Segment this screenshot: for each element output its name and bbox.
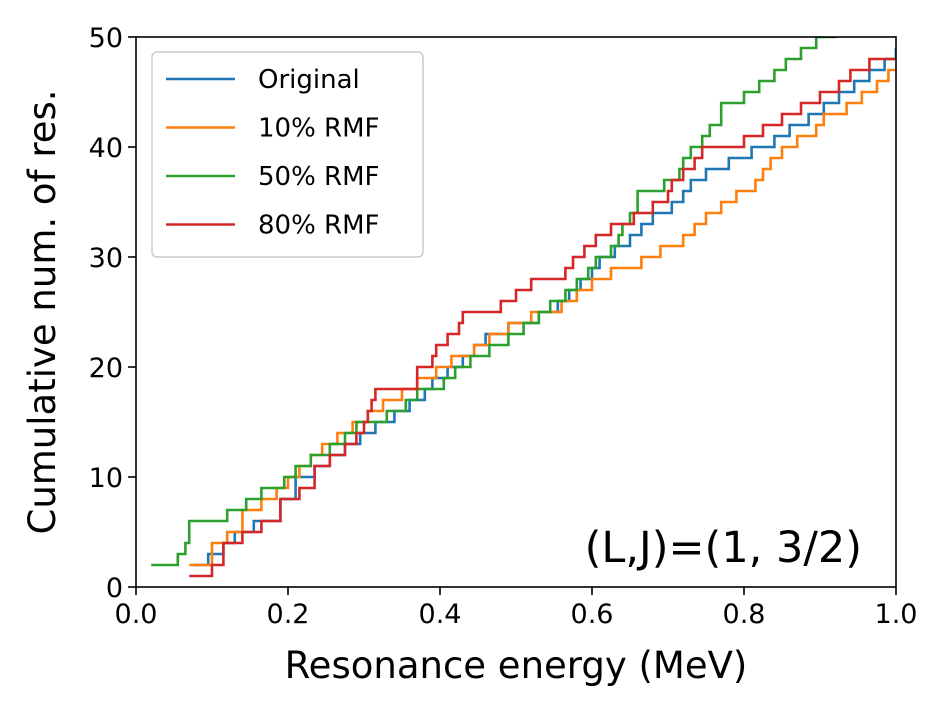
- x-axis: 0.0 0.2 0.4 0.6 0.8 1.0: [115, 587, 918, 630]
- legend-label: 50% RMF: [258, 162, 380, 192]
- y-tick-label: 10: [89, 463, 123, 494]
- y-tick-label: 0: [106, 573, 123, 604]
- y-tick-label: 30: [89, 243, 123, 274]
- legend: Original 10% RMF 50% RMF 80% RMF: [151, 51, 424, 258]
- series-line-3: [151, 37, 837, 567]
- y-tick-label: 20: [89, 353, 123, 384]
- y-tick-label: 50: [89, 23, 123, 54]
- y-axis-label: Cumulative num. of res.: [21, 89, 64, 534]
- y-tick-label: 40: [89, 133, 123, 164]
- x-tick-label: 0.4: [419, 599, 462, 630]
- legend-label: Original: [258, 65, 360, 95]
- x-tick-label: 1.0: [875, 599, 918, 630]
- series-line-4: [189, 57, 896, 578]
- legend-label: 80% RMF: [258, 211, 380, 241]
- x-tick-label: 0.8: [723, 599, 766, 630]
- x-axis-label: Resonance energy (MeV): [285, 644, 748, 687]
- y-axis: 0 10 20 30 40 50: [89, 23, 136, 604]
- plot-frame: [135, 36, 897, 588]
- series-layer: [151, 37, 896, 578]
- x-tick-label: 0.0: [115, 599, 158, 630]
- annotation-lj: (L,J)=(1, 3/2): [585, 523, 862, 573]
- x-tick-label: 0.6: [571, 599, 614, 630]
- legend-frame: [151, 51, 424, 258]
- x-tick-label: 0.2: [267, 599, 310, 630]
- legend-label: 10% RMF: [258, 114, 380, 144]
